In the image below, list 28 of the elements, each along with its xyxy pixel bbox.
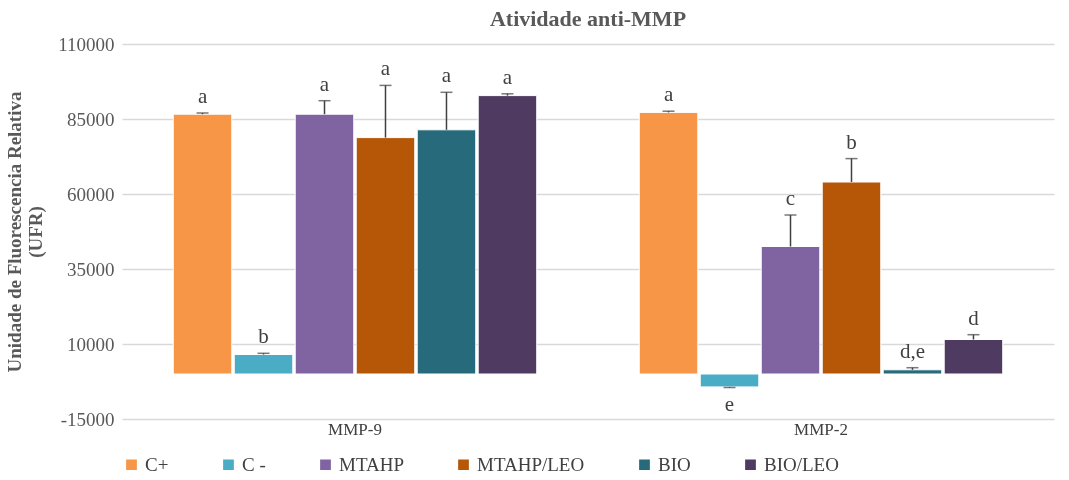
data-label: a [380, 56, 391, 81]
legend-label: BIO [658, 453, 691, 475]
legend-label: MTAHP/LEO [477, 453, 585, 475]
y-tick-label: -15000 [60, 408, 115, 430]
y-tick-label: 35000 [67, 258, 115, 280]
y-tick-label: 60000 [67, 183, 115, 205]
legend-label: C - [242, 453, 266, 475]
y-axis-title: Unidade de Fluorescencia Relativa (UFR) [4, 91, 48, 373]
y-tick-label: 110000 [58, 33, 115, 55]
y-tick-label: 85000 [67, 108, 115, 130]
data-label: a [502, 64, 513, 89]
y-tick-label: 10000 [67, 333, 115, 355]
x-tick-label: MMP-2 [794, 419, 848, 439]
legend-label: C+ [145, 453, 169, 475]
data-label: d [968, 305, 980, 330]
legend-label: MTAHP [339, 453, 404, 475]
chart-title: Atividade anti-MMP [489, 6, 687, 31]
legend-label: BIO/LEO [764, 453, 839, 475]
data-label: e [724, 391, 735, 416]
x-tick-label: MMP-9 [328, 419, 382, 439]
data-label: a [441, 63, 452, 88]
data-label: b [258, 324, 269, 349]
data-label: b [846, 129, 857, 154]
data-label: a [319, 71, 330, 96]
data-label: d,e [899, 338, 926, 363]
data-label: a [663, 82, 674, 107]
data-label: a [197, 84, 208, 108]
data-label: c [785, 186, 796, 210]
